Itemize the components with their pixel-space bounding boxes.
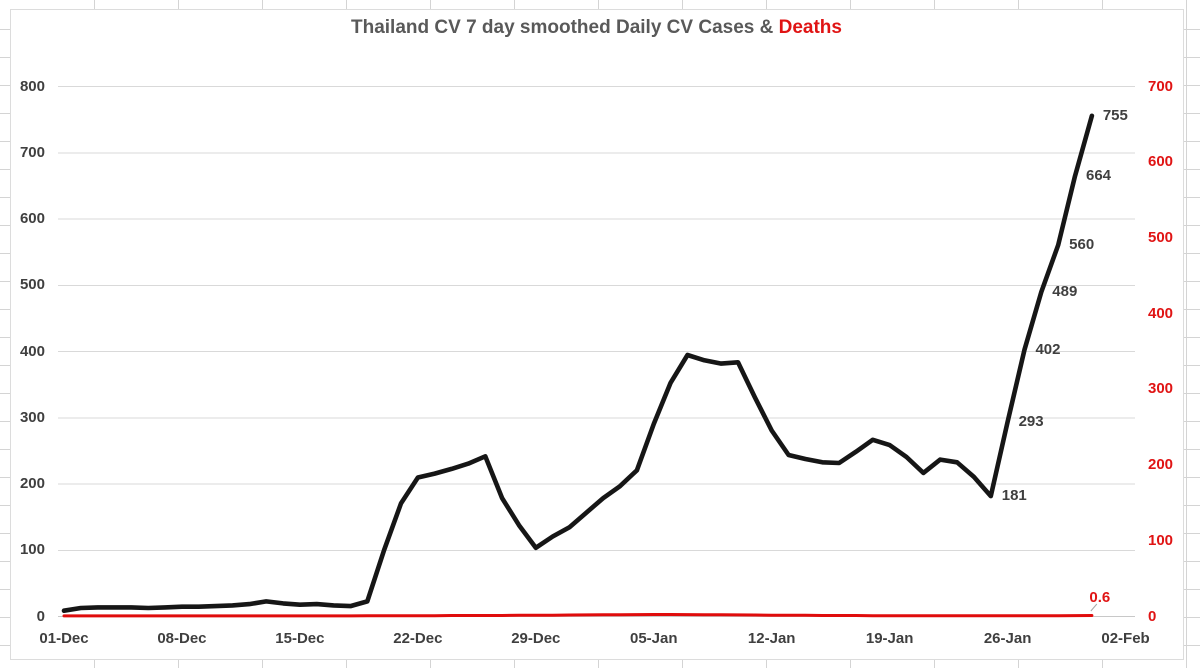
x-axis-label: 05-Jan xyxy=(629,630,678,647)
data-label: 402 xyxy=(1035,340,1061,358)
y-axis-label-left: 600 xyxy=(19,210,45,227)
y-axis-label-left: 500 xyxy=(19,276,45,294)
x-axis-label: 01-Dec xyxy=(39,630,89,647)
data-label: 181 xyxy=(1001,487,1027,505)
chart-title-main: Thailand CV 7 day smoothed Daily CV Case… xyxy=(351,17,779,38)
data-label: 489 xyxy=(1052,283,1078,301)
y-axis-label-right: 300 xyxy=(1148,380,1174,398)
y-axis-label-left: 700 xyxy=(19,143,45,161)
chart-title-deaths: Deaths xyxy=(778,17,842,38)
y-axis-label-right: 400 xyxy=(1148,304,1174,322)
y-axis-label-right: 500 xyxy=(1148,228,1174,246)
deaths-end-label: 0.6 xyxy=(1089,589,1111,606)
chart-frame xyxy=(10,9,1184,660)
data-label: 560 xyxy=(1069,236,1095,253)
y-axis-label-right: 600 xyxy=(1148,153,1174,171)
y-axis-label-left: 200 xyxy=(19,475,45,492)
x-axis-label: 29-Dec xyxy=(511,630,561,647)
y-axis-label-left: 400 xyxy=(19,342,45,360)
x-axis-label: 15-Dec xyxy=(275,630,325,647)
data-label: 664 xyxy=(1086,167,1112,185)
deaths-line xyxy=(62,613,1094,618)
x-axis-label: 22-Dec xyxy=(393,630,443,647)
data-label: 293 xyxy=(1018,412,1044,430)
x-axis-label: 19-Jan xyxy=(865,630,914,647)
x-axis-label: 26-Jan xyxy=(983,630,1032,647)
x-axis-label: 02-Feb xyxy=(1101,630,1150,647)
data-label: 755 xyxy=(1102,106,1128,124)
y-axis-label-right: 100 xyxy=(1148,531,1174,549)
y-axis-label-right: 700 xyxy=(1148,77,1174,95)
y-axis-label-left: 100 xyxy=(19,541,45,559)
y-axis-label-left: 800 xyxy=(19,77,45,95)
label-leader-line xyxy=(1090,603,1098,612)
y-axis-label-left: 0 xyxy=(36,607,45,625)
x-axis-label: 08-Dec xyxy=(157,630,207,647)
chart-title: Thailand CV 7 day smoothed Daily CV Case… xyxy=(58,17,1135,39)
y-axis-label-right: 200 xyxy=(1148,456,1174,474)
y-axis-label-right: 0 xyxy=(1148,607,1157,625)
x-axis-label: 12-Jan xyxy=(747,630,796,647)
cases-line xyxy=(61,113,1095,614)
y-axis-label-left: 300 xyxy=(19,408,45,426)
